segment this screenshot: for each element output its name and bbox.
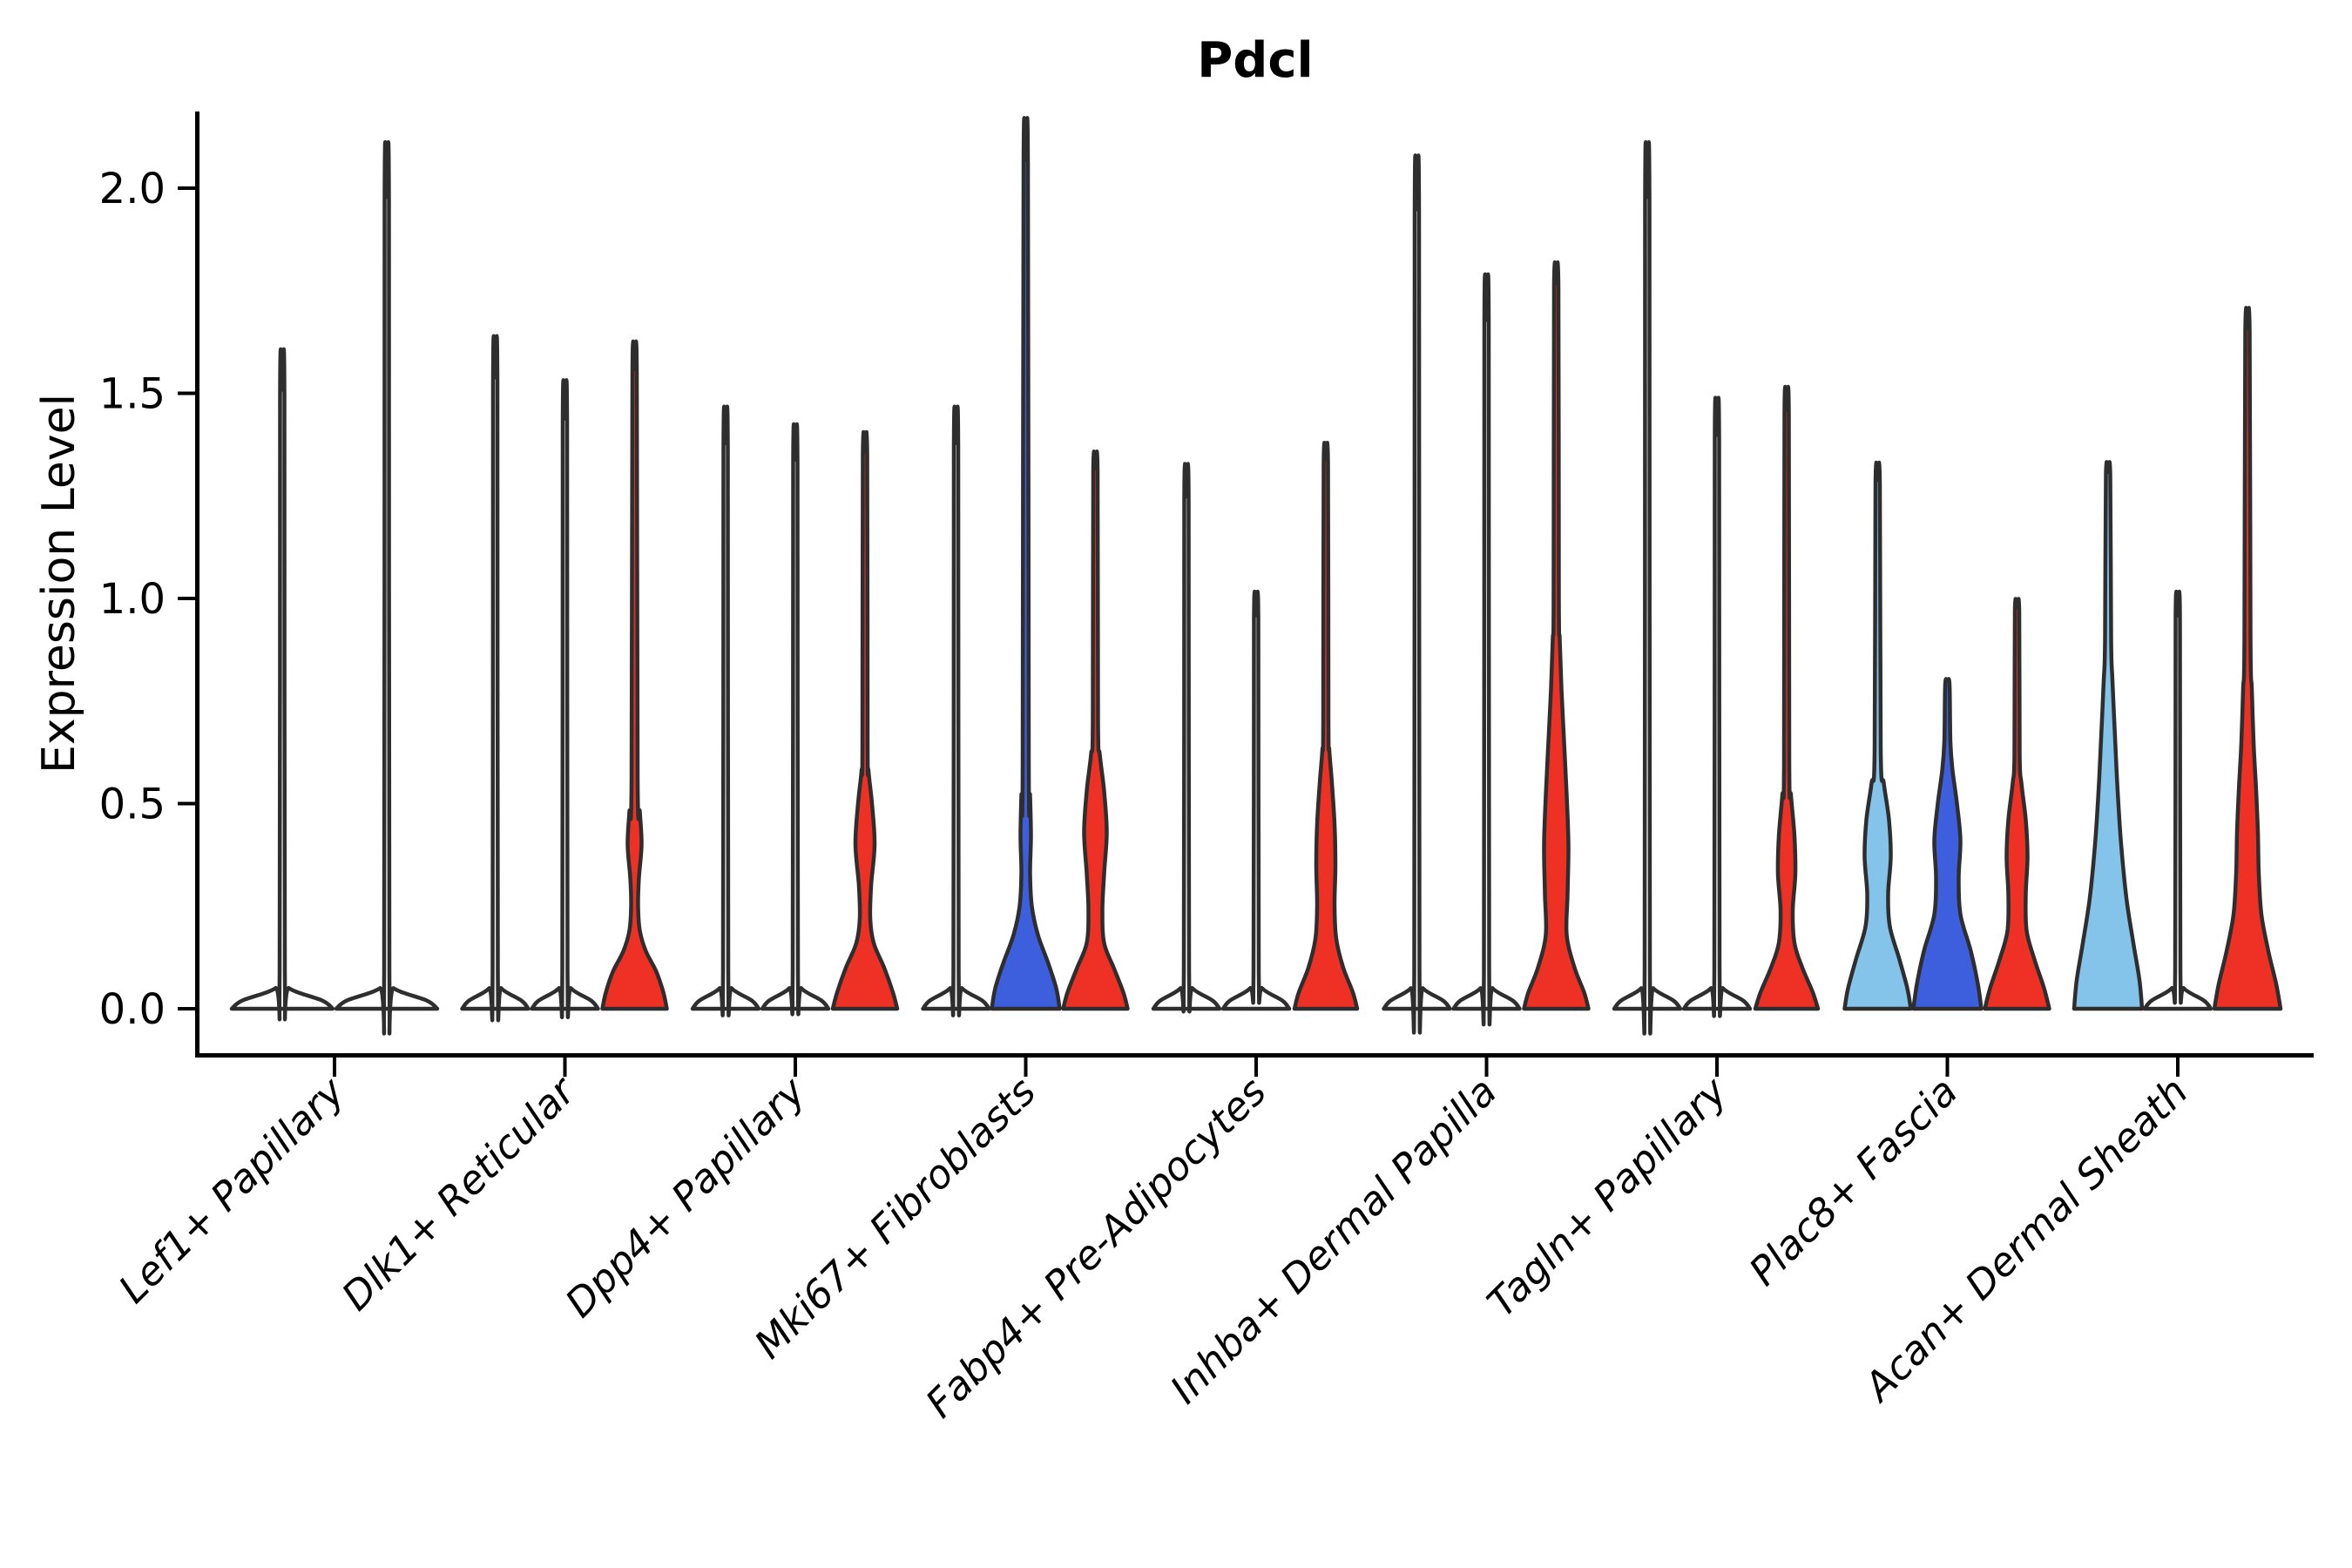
- violin: [229, 347, 335, 1022]
- violin: [1061, 449, 1130, 1011]
- violin: [1753, 384, 1821, 1011]
- left-axis-spine: [195, 112, 199, 1058]
- violin: [1220, 589, 1292, 1011]
- violin: [2142, 589, 2213, 1011]
- violin: [1612, 139, 1683, 1036]
- violin: [1681, 395, 1753, 1018]
- violin: [1911, 677, 1984, 1011]
- violin: [990, 116, 1062, 1011]
- y-axis-ticks: 0.0 0.5 1.0 1.5 2.0: [99, 165, 197, 1034]
- y-tick-label: 0.0: [99, 985, 166, 1034]
- y-tick-label: 1.0: [99, 575, 166, 624]
- violin: [460, 334, 531, 1023]
- violin: [1842, 460, 1913, 1011]
- violin: [1983, 597, 2051, 1011]
- violin: [530, 378, 600, 1019]
- violin: [1451, 272, 1522, 1027]
- violin: [334, 139, 440, 1036]
- y-tick-label: 1.5: [99, 370, 166, 419]
- violin: [1151, 462, 1222, 1014]
- y-tick-label: 0.5: [99, 781, 166, 829]
- violin: [2072, 460, 2145, 1011]
- chart-title: Pdcl: [1197, 32, 1314, 89]
- violins: [229, 116, 2283, 1036]
- violin: [1382, 153, 1452, 1035]
- y-axis-label: Expression Level: [33, 394, 85, 774]
- violin: [921, 404, 991, 1017]
- bottom-axis-spine: [195, 1053, 2314, 1058]
- violin: [600, 340, 669, 1011]
- violin: [690, 404, 761, 1017]
- violin: [760, 422, 831, 1017]
- y-tick-label: 2.0: [99, 165, 166, 213]
- violin: [1292, 441, 1360, 1011]
- x-axis-ticks: [333, 1056, 2180, 1077]
- violin: [1522, 260, 1591, 1011]
- violin: [830, 429, 900, 1011]
- violin: [2212, 306, 2283, 1011]
